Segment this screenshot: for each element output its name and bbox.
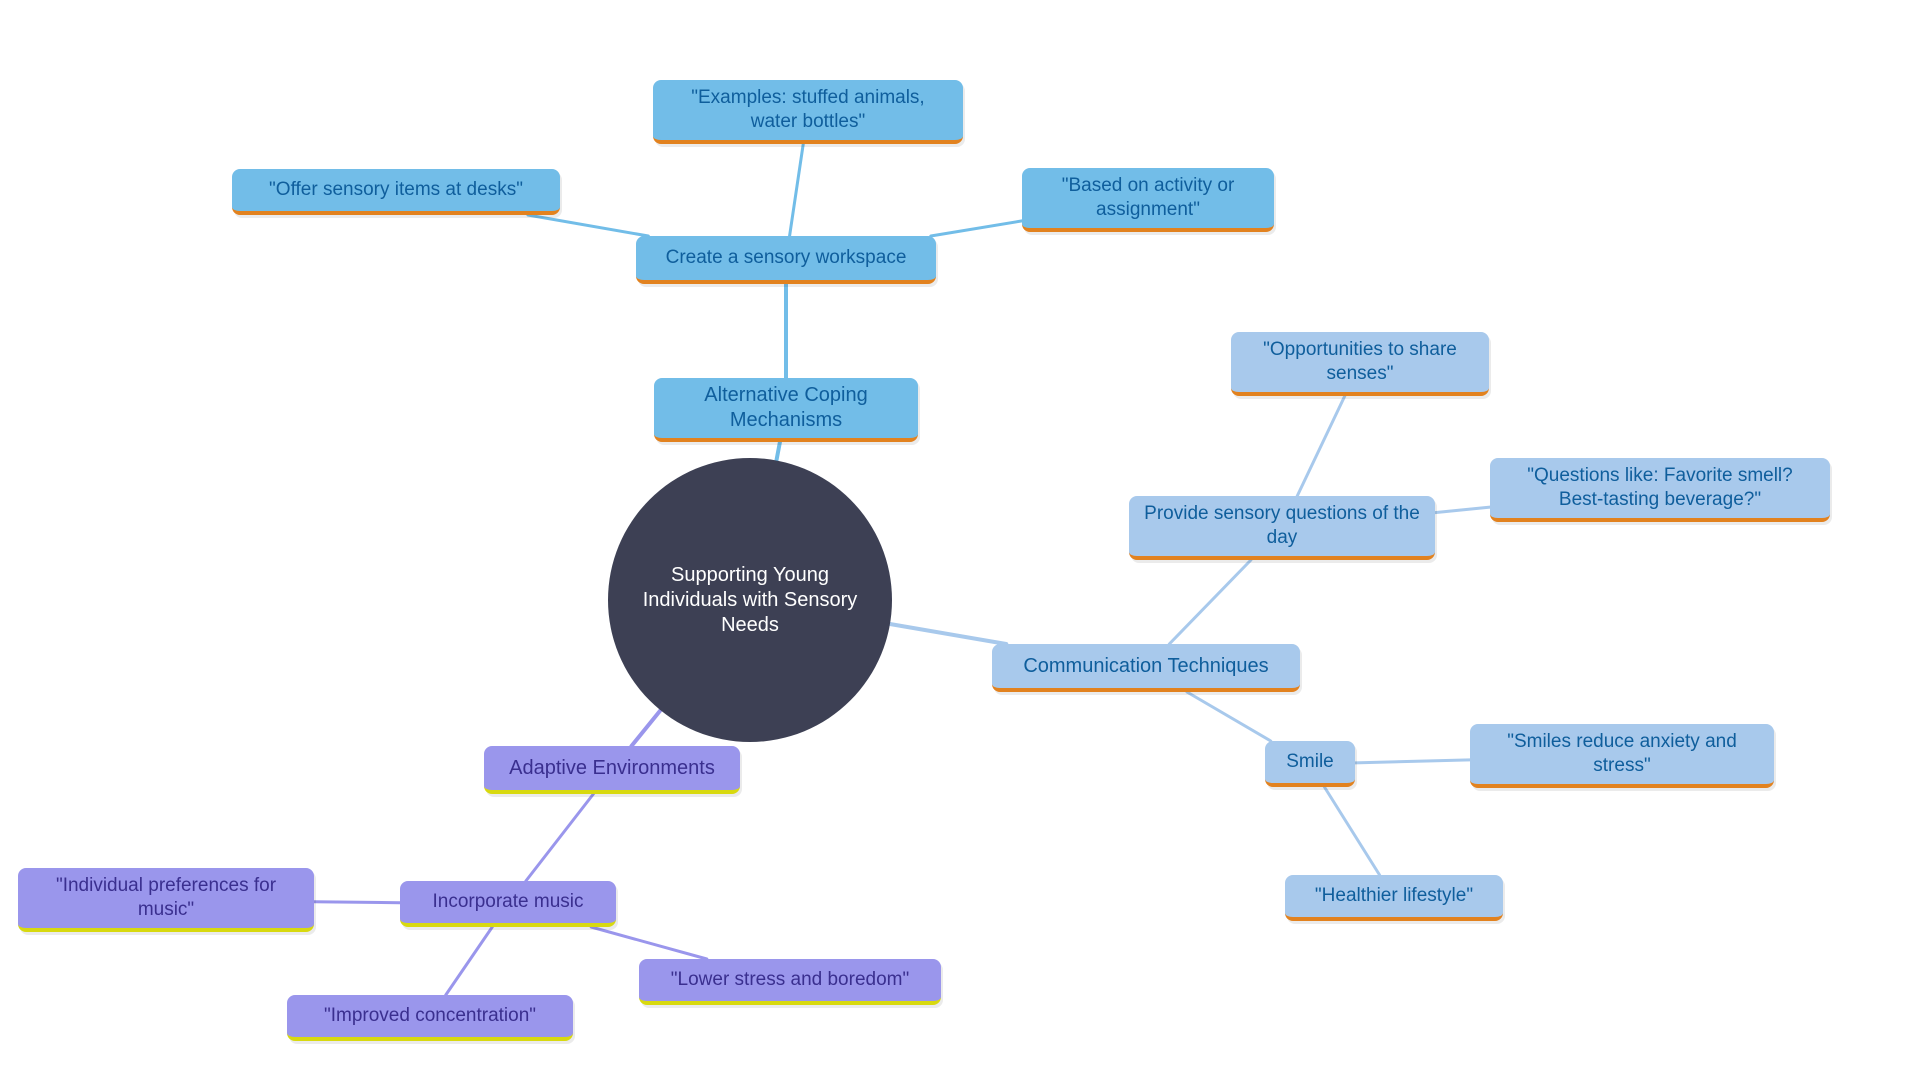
edge (314, 902, 400, 903)
node-commtech: Communication Techniques (992, 644, 1300, 692)
edge (931, 221, 1022, 236)
node-label: Alternative Coping Mechanisms (668, 383, 904, 433)
root-label: Supporting Young Individuals with Sensor… (622, 563, 878, 638)
node-questions: "Questions like: Favorite smell? Best-ta… (1490, 458, 1830, 522)
node-basedon: "Based on activity or assignment" (1022, 168, 1274, 232)
node-altcoping: Alternative Coping Mechanisms (654, 378, 918, 442)
node-label: Create a sensory workspace (666, 246, 907, 270)
edge (1297, 396, 1345, 496)
root-node: Supporting Young Individuals with Sensor… (608, 458, 892, 742)
edge (631, 710, 660, 746)
node-label: Provide sensory questions of the day (1143, 502, 1421, 550)
edge (1355, 760, 1470, 763)
node-workspace: Create a sensory workspace (636, 236, 936, 284)
node-oppShare: "Opportunities to share senses" (1231, 332, 1489, 396)
node-label: "Questions like: Favorite smell? Best-ta… (1504, 464, 1816, 512)
edge (890, 624, 1006, 644)
node-label: "Individual preferences for music" (32, 874, 300, 922)
node-smile: Smile (1265, 741, 1355, 787)
edge (1187, 692, 1271, 741)
node-smileAnx: "Smiles reduce anxiety and stress" (1470, 724, 1774, 788)
node-prefmusic: "Individual preferences for music" (18, 868, 314, 932)
node-label: "Offer sensory items at desks" (269, 178, 523, 202)
node-adaptive: Adaptive Environments (484, 746, 740, 794)
node-label: Smile (1286, 750, 1334, 774)
edge (1324, 787, 1379, 875)
node-lowstress: "Lower stress and boredom" (639, 959, 941, 1005)
node-music: Incorporate music (400, 881, 616, 927)
node-label: "Healthier lifestyle" (1315, 884, 1473, 908)
edge (591, 927, 707, 959)
node-conc: "Improved concentration" (287, 995, 573, 1041)
node-sensQ: Provide sensory questions of the day (1129, 496, 1435, 560)
edge (1435, 507, 1490, 513)
node-label: "Smiles reduce anxiety and stress" (1484, 730, 1760, 778)
edge (776, 442, 780, 460)
node-label: "Examples: stuffed animals, water bottle… (667, 86, 949, 134)
node-sensoryitems: "Offer sensory items at desks" (232, 169, 560, 215)
edge (526, 794, 594, 881)
edge (1169, 560, 1251, 644)
edge (790, 144, 804, 236)
node-label: Adaptive Environments (509, 756, 715, 781)
mindmap-canvas: Supporting Young Individuals with Sensor… (0, 0, 1920, 1080)
node-label: Communication Techniques (1023, 654, 1268, 679)
node-label: "Lower stress and boredom" (671, 968, 909, 992)
node-healthy: "Healthier lifestyle" (1285, 875, 1503, 921)
node-label: Incorporate music (432, 890, 583, 914)
node-label: "Opportunities to share senses" (1245, 338, 1475, 386)
node-label: "Improved concentration" (324, 1004, 536, 1028)
node-label: "Based on activity or assignment" (1036, 174, 1260, 222)
node-examples: "Examples: stuffed animals, water bottle… (653, 80, 963, 144)
edge (528, 215, 648, 236)
edge (446, 927, 493, 995)
